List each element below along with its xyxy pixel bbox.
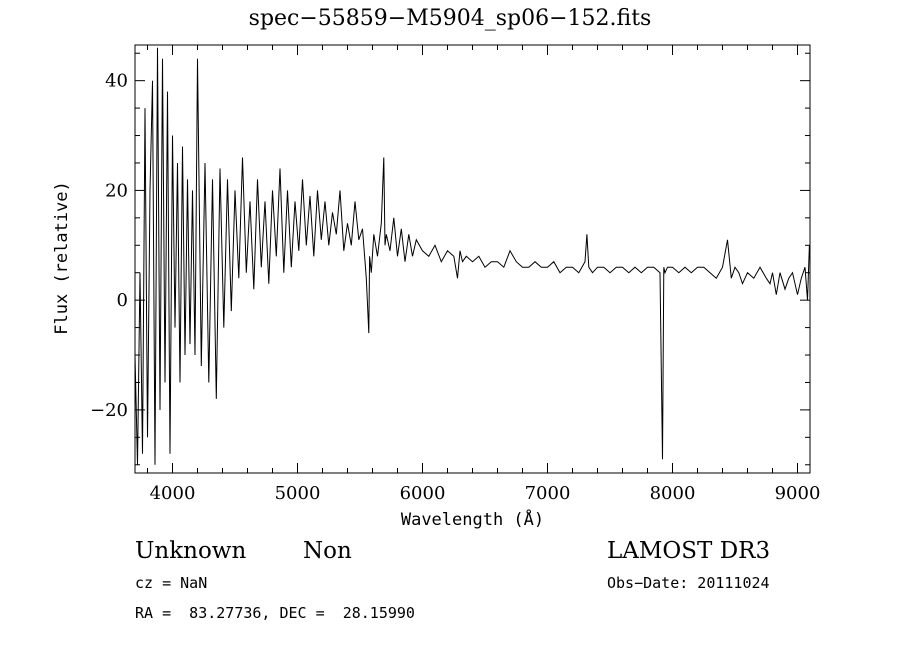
y-tick-label: 40 [105, 71, 128, 92]
x-tick-label: 9000 [775, 483, 821, 504]
x-tick-label: 8000 [650, 483, 696, 504]
chart-title: spec−55859−M5904_sp06−152.fits [248, 6, 652, 31]
axis-tick-labels: 4000 5000 6000 7000 8000 9000 −20 0 20 40 [90, 71, 820, 504]
x-axis-label: Wavelength (Å) [400, 510, 545, 530]
redshift-text: cz = NaN [135, 574, 208, 592]
x-tick-label: 5000 [275, 483, 321, 504]
survey-name: LAMOST DR3 [607, 538, 771, 564]
y-tick-label: 0 [117, 290, 128, 311]
plot-frame [134, 44, 811, 474]
x-tick-label: 4000 [150, 483, 196, 504]
object-subclass: Non [303, 538, 352, 564]
y-axis-label: Flux (relative) [52, 181, 72, 335]
y-tick-label: −20 [90, 400, 128, 421]
coordinates-text: RA = 83.27736, DEC = 28.15990 [135, 604, 415, 622]
object-class: Unknown [135, 538, 247, 564]
observation-date: Obs−Date: 20111024 [607, 574, 770, 592]
x-tick-label: 6000 [400, 483, 446, 504]
x-tick-label: 7000 [525, 483, 571, 504]
y-tick-label: 20 [105, 180, 128, 201]
spectrum-line [134, 47, 810, 465]
axis-ticks [135, 45, 810, 473]
